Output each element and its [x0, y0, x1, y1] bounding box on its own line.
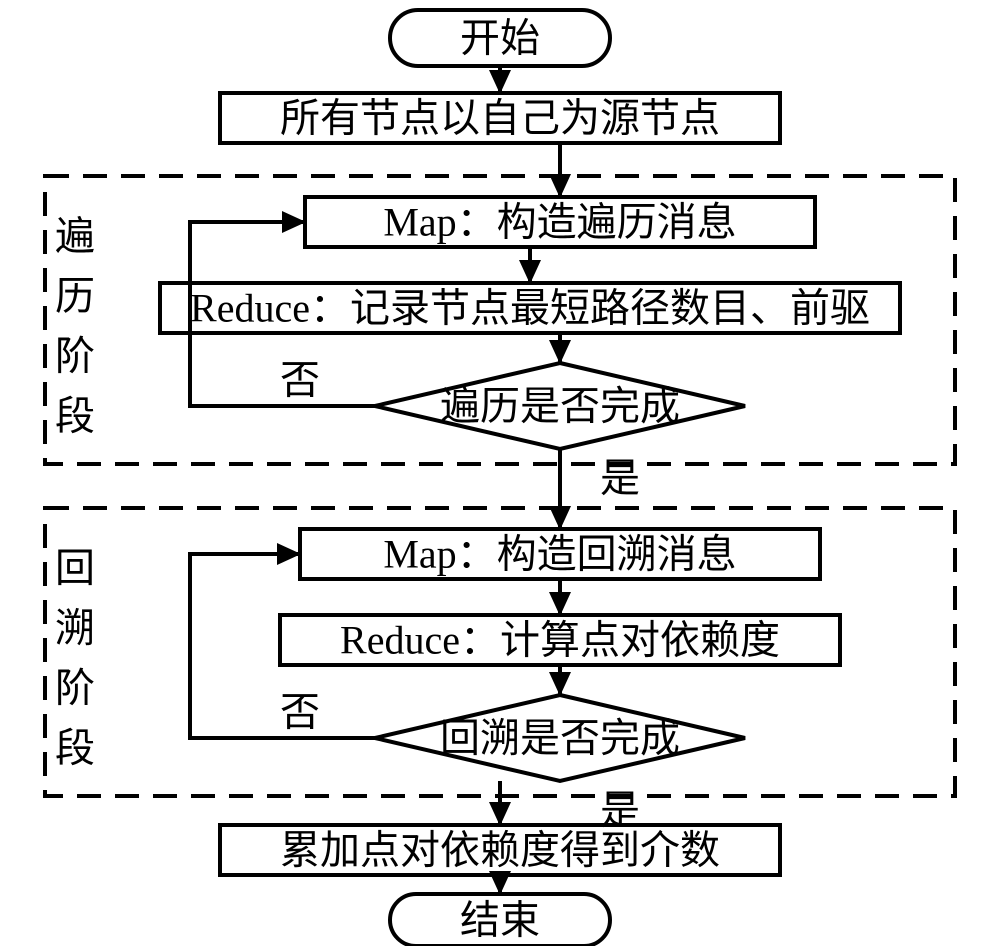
svg-text:是: 是	[600, 456, 640, 501]
svg-text:Map：构造回溯消息: Map：构造回溯消息	[383, 532, 736, 577]
svg-text:溯: 溯	[55, 606, 95, 651]
svg-text:遍: 遍	[55, 214, 95, 259]
svg-text:Reduce：记录节点最短路径数目、前驱: Reduce：记录节点最短路径数目、前驱	[190, 286, 870, 331]
svg-text:回: 回	[55, 546, 95, 591]
svg-text:段: 段	[55, 394, 95, 439]
svg-text:结束: 结束	[460, 898, 540, 943]
svg-text:所有节点以自己为源节点: 所有节点以自己为源节点	[280, 96, 720, 141]
svg-text:否: 否	[280, 358, 320, 403]
flowchart-canvas: 遍历阶段回溯阶段开始所有节点以自己为源节点Map：构造遍历消息Reduce：记录…	[0, 0, 1000, 946]
svg-text:回溯是否完成: 回溯是否完成	[440, 716, 680, 761]
svg-text:Reduce：计算点对依赖度: Reduce：计算点对依赖度	[340, 618, 780, 663]
svg-text:阶: 阶	[55, 666, 95, 711]
svg-text:累加点对依赖度得到介数: 累加点对依赖度得到介数	[280, 828, 720, 873]
svg-text:开始: 开始	[460, 16, 540, 61]
svg-text:是: 是	[600, 788, 640, 833]
svg-text:阶: 阶	[55, 334, 95, 379]
svg-text:历: 历	[55, 274, 95, 319]
svg-text:段: 段	[55, 726, 95, 771]
svg-text:遍历是否完成: 遍历是否完成	[440, 384, 680, 429]
svg-text:Map：构造遍历消息: Map：构造遍历消息	[383, 200, 736, 245]
svg-text:否: 否	[280, 690, 320, 735]
